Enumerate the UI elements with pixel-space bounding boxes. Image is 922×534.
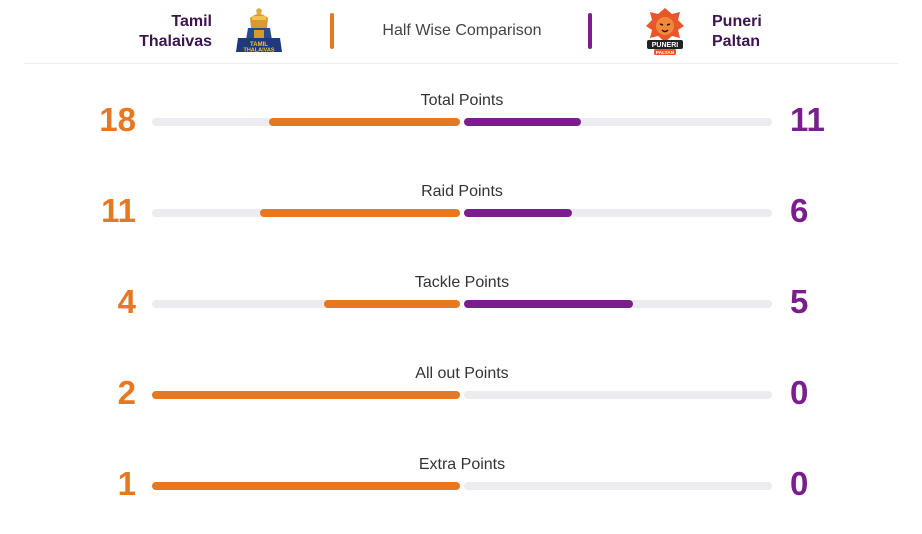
stat-track-left bbox=[152, 118, 460, 126]
stat-label: Raid Points bbox=[421, 183, 503, 200]
stat-value-right: 0 bbox=[790, 374, 809, 411]
tamil-thalaivas-logo-icon[interactable]: TAMIL THALAIVAS bbox=[232, 8, 286, 54]
stat-value-right: 0 bbox=[790, 465, 809, 502]
stat-bar-right bbox=[464, 118, 581, 126]
stat-label: Total Points bbox=[420, 92, 504, 109]
team-left-name[interactable]: Tamil Thalaivas bbox=[100, 12, 212, 52]
team-left-name-line2: Thalaivas bbox=[139, 33, 212, 50]
team-right-name[interactable]: Puneri Paltan bbox=[712, 12, 832, 52]
stat-label: All out Points bbox=[415, 365, 509, 382]
stat-row: All out Points 2 0 bbox=[0, 365, 922, 425]
stat-row: Extra Points 1 0 bbox=[0, 456, 922, 516]
section-title: Half Wise Comparison bbox=[382, 22, 542, 39]
stat-label: Extra Points bbox=[418, 456, 506, 473]
stat-track-left bbox=[152, 209, 460, 217]
stat-track-right bbox=[464, 482, 772, 490]
header-divider bbox=[24, 63, 898, 64]
stat-track-right bbox=[464, 391, 772, 399]
stat-bar-left bbox=[152, 482, 460, 490]
stat-value-right: 11 bbox=[790, 101, 825, 138]
team-left-name-line1: Tamil bbox=[171, 13, 212, 30]
stat-bar-left bbox=[324, 300, 460, 308]
team-right-name-line2: Paltan bbox=[712, 33, 761, 50]
stat-row: Tackle Points 4 5 bbox=[0, 274, 922, 334]
stat-row: Raid Points 11 6 bbox=[0, 183, 922, 243]
stat-track-right bbox=[464, 209, 772, 217]
stat-track-left bbox=[152, 482, 460, 490]
stat-value-left: 2 bbox=[117, 374, 136, 411]
stat-value-right: 6 bbox=[790, 192, 809, 229]
left-team-accent-bar bbox=[330, 13, 334, 49]
svg-text:THALAIVAS: THALAIVAS bbox=[243, 48, 274, 54]
stat-value-right: 5 bbox=[790, 283, 809, 320]
svg-text:TAMIL: TAMIL bbox=[250, 42, 268, 48]
svg-text:PUNERI: PUNERI bbox=[652, 42, 679, 49]
stat-bar-right bbox=[464, 300, 633, 308]
stat-track-left bbox=[152, 391, 460, 399]
stat-track-right bbox=[464, 300, 772, 308]
stat-label: Tackle Points bbox=[414, 274, 510, 291]
comparison-header: Tamil Thalaivas TAMIL THALAIVAS Half Wis… bbox=[0, 0, 922, 64]
stat-track-right bbox=[464, 118, 772, 126]
stat-row: Total Points 18 11 bbox=[0, 92, 922, 152]
stat-value-left: 11 bbox=[101, 192, 136, 229]
svg-text:PALTAN: PALTAN bbox=[656, 50, 675, 56]
stat-bar-left bbox=[260, 209, 460, 217]
stat-bar-right bbox=[464, 209, 572, 217]
stat-value-left: 4 bbox=[117, 283, 136, 320]
stat-value-left: 18 bbox=[99, 101, 136, 138]
stat-value-left: 1 bbox=[117, 465, 136, 502]
stat-track-left bbox=[152, 300, 460, 308]
stat-bar-left bbox=[269, 118, 460, 126]
right-team-accent-bar bbox=[588, 13, 592, 49]
team-right-name-line1: Puneri bbox=[712, 13, 762, 30]
puneri-paltan-logo-icon[interactable]: PUNERI PALTAN bbox=[642, 6, 688, 56]
stat-bar-left bbox=[152, 391, 460, 399]
